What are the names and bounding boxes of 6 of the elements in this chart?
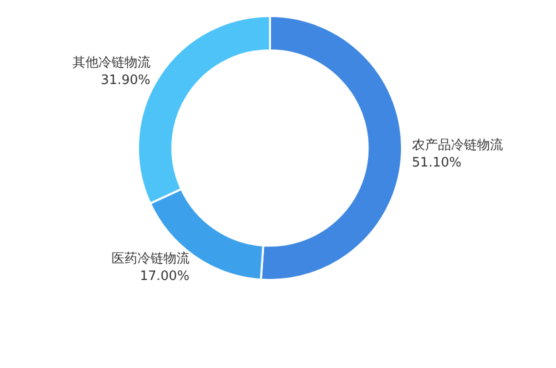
slice-label: 医药冷链物流 <box>111 250 190 267</box>
data-label: 17.00% <box>140 269 190 284</box>
slice-label: 其他冷链物流 <box>72 54 150 71</box>
data-label: 31.90% <box>100 73 150 88</box>
data-label: 51.10% <box>412 156 462 171</box>
slice-label: 农产品冷链物流 <box>412 137 503 154</box>
